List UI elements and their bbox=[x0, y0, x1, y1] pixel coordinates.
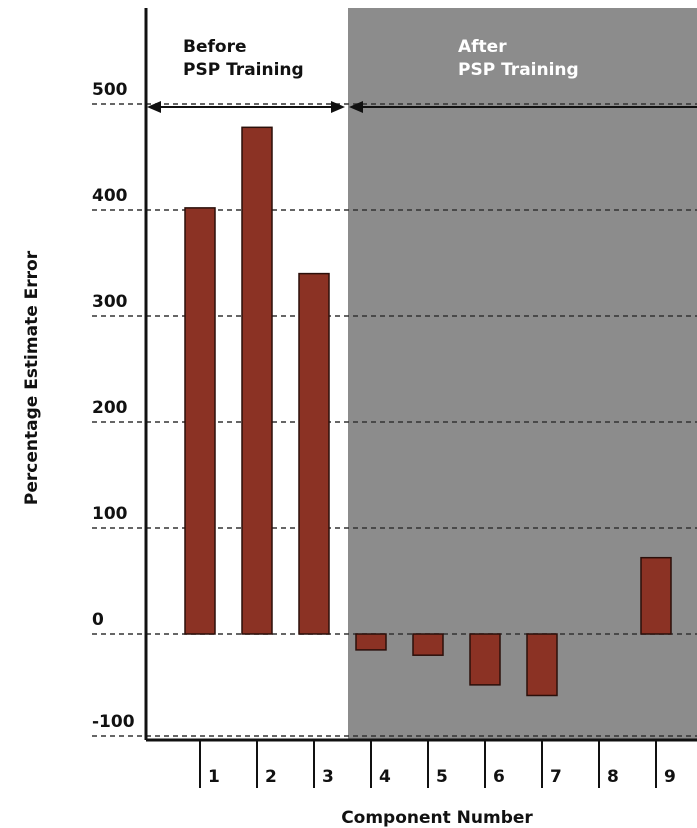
bar-component-6 bbox=[469, 633, 501, 686]
y-tick-label: 0 bbox=[92, 610, 104, 630]
bar-component-9 bbox=[640, 556, 672, 635]
before-region-label-line1: Before bbox=[183, 37, 246, 57]
bar-component-2 bbox=[241, 126, 273, 635]
x-tick-label: 9 bbox=[664, 767, 676, 787]
y-tick-label: 500 bbox=[92, 80, 128, 100]
y-axis-label: Percentage Estimate Error bbox=[22, 250, 42, 505]
x-tick-labels: 1 2 3 4 5 6 7 8 9 bbox=[199, 740, 676, 788]
bars bbox=[184, 126, 672, 697]
x-tick-label: 2 bbox=[265, 767, 277, 787]
y-tick-label: -100 bbox=[92, 712, 135, 732]
x-tick-label: 7 bbox=[550, 767, 562, 787]
y-tick-label: 400 bbox=[92, 186, 128, 206]
after-region-span-arrow bbox=[349, 101, 697, 113]
x-tick-label: 3 bbox=[322, 767, 334, 787]
x-tick-label: 6 bbox=[493, 767, 505, 787]
x-tick-label: 1 bbox=[208, 767, 220, 787]
bar-component-3 bbox=[298, 272, 330, 635]
x-tick-label: 4 bbox=[379, 767, 391, 787]
y-tick-label: 100 bbox=[92, 504, 128, 524]
before-region-span-arrow bbox=[147, 101, 345, 113]
y-tick-label: 200 bbox=[92, 398, 128, 418]
y-tick-labels: 500 400 300 200 100 0 -100 bbox=[92, 80, 135, 732]
bar-component-7 bbox=[526, 633, 558, 697]
before-region-label-line2: PSP Training bbox=[183, 60, 304, 80]
bar-component-5 bbox=[412, 633, 444, 656]
y-tick-label: 300 bbox=[92, 292, 128, 312]
after-region-label-line1: After bbox=[458, 37, 507, 57]
after-region-label-line2: PSP Training bbox=[458, 60, 579, 80]
bar-component-1 bbox=[184, 207, 216, 635]
after-region-background bbox=[348, 8, 697, 740]
x-tick-label: 5 bbox=[436, 767, 448, 787]
x-tick-label: 8 bbox=[607, 767, 619, 787]
bar-component-4 bbox=[355, 633, 387, 651]
x-axis-label: Component Number bbox=[341, 808, 533, 828]
